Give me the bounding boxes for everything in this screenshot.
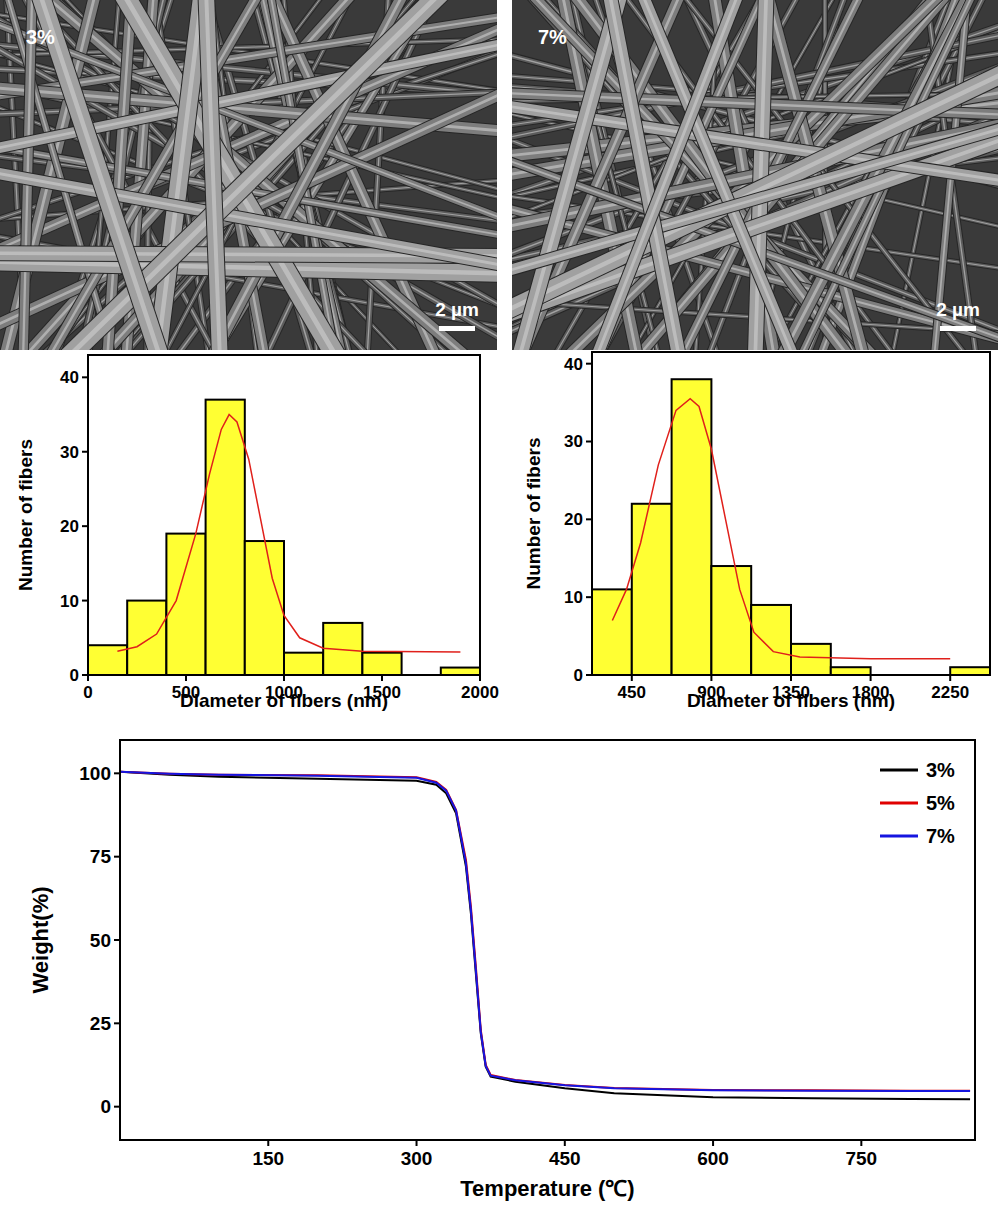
fibre-highlight bbox=[591, 0, 743, 350]
fibre-edge bbox=[516, 0, 624, 350]
histogram-bar bbox=[592, 589, 632, 675]
y-tick-label: 40 bbox=[564, 355, 583, 374]
fibre-highlight bbox=[512, 124, 998, 276]
fibre-highlight bbox=[55, 0, 454, 350]
fibre-edge bbox=[512, 124, 998, 276]
fibre bbox=[591, 0, 743, 350]
scale-bar bbox=[940, 326, 976, 331]
y-tick-label: 100 bbox=[79, 763, 111, 784]
fibre-highlight bbox=[206, 0, 221, 350]
y-tick-label: 20 bbox=[564, 510, 583, 529]
fit-curve bbox=[117, 415, 460, 652]
histogram-bar bbox=[711, 566, 751, 675]
fibre-edge bbox=[35, 0, 164, 350]
x-tick-label: 300 bbox=[401, 1148, 433, 1169]
plot-frame bbox=[120, 740, 975, 1140]
x-tick-label: 2000 bbox=[461, 683, 499, 702]
legend-swatch bbox=[880, 835, 918, 838]
x-axis-title: Temperature (℃) bbox=[460, 1176, 634, 1201]
plot-area bbox=[120, 772, 970, 1100]
plot-area bbox=[88, 400, 480, 675]
tga-curve bbox=[120, 772, 970, 1091]
y-tick-label: 0 bbox=[70, 666, 79, 685]
scale-bar-label: 2 µm bbox=[936, 299, 980, 320]
histogram-bar bbox=[791, 644, 831, 675]
legend-label: 5% bbox=[926, 792, 955, 814]
legend-swatch bbox=[880, 802, 918, 805]
histogram-bar bbox=[950, 667, 990, 675]
fibre-edge bbox=[55, 0, 454, 350]
plot-area bbox=[592, 379, 990, 675]
y-tick-label: 25 bbox=[90, 1013, 112, 1034]
tga-curve bbox=[120, 772, 970, 1100]
histogram-bar bbox=[284, 653, 323, 675]
fibre-highlight bbox=[156, 0, 204, 350]
fibre bbox=[206, 0, 221, 350]
sem-image bbox=[0, 0, 497, 350]
y-tick-label: 30 bbox=[564, 432, 583, 451]
histogram-bar bbox=[672, 379, 712, 675]
y-axis-title: Number of fibers bbox=[523, 437, 544, 589]
tga-curve bbox=[120, 772, 970, 1091]
y-tick-label: 75 bbox=[90, 846, 112, 867]
y-tick-label: 10 bbox=[60, 592, 79, 611]
fibre-edge bbox=[512, 134, 998, 320]
histogram-bar bbox=[127, 601, 166, 675]
x-tick-label: 150 bbox=[252, 1148, 284, 1169]
x-tick-label: 450 bbox=[618, 683, 646, 702]
y-tick-label: 40 bbox=[60, 368, 79, 387]
y-tick-label: 30 bbox=[60, 443, 79, 462]
histogram-bar bbox=[751, 605, 791, 675]
image-label: 3% bbox=[26, 26, 55, 48]
fibre-highlight bbox=[35, 0, 164, 350]
figure: 3%2 µm7%2 µm0500100015002000010203040Dia… bbox=[0, 0, 1000, 1215]
x-tick-label: 2250 bbox=[931, 683, 969, 702]
plot-frame bbox=[592, 352, 990, 675]
histogram-bar bbox=[632, 504, 672, 675]
histogram-bar bbox=[831, 667, 871, 675]
histogram-bar bbox=[362, 653, 401, 675]
fibre-edge bbox=[206, 0, 221, 350]
fibre bbox=[156, 0, 204, 350]
histogram-bar bbox=[441, 668, 480, 675]
fibre bbox=[35, 0, 164, 350]
x-tick-label: 450 bbox=[549, 1148, 581, 1169]
fibre bbox=[516, 0, 624, 350]
x-tick-label: 750 bbox=[845, 1148, 877, 1169]
fibre-highlight bbox=[516, 0, 624, 350]
y-tick-label: 20 bbox=[60, 517, 79, 536]
y-axis-title: Number of fibers bbox=[15, 439, 36, 591]
fibre-edge bbox=[591, 0, 743, 350]
fibre-highlight bbox=[512, 134, 998, 320]
fibre bbox=[512, 124, 998, 276]
legend-label: 3% bbox=[926, 759, 955, 781]
fibre bbox=[55, 0, 454, 350]
x-tick-label: 0 bbox=[83, 683, 92, 702]
fibre bbox=[512, 134, 998, 320]
x-axis-title: Diameter of fibers (nm) bbox=[687, 690, 895, 711]
legend-swatch bbox=[880, 769, 918, 772]
x-tick-label: 600 bbox=[697, 1148, 729, 1169]
scale-bar-label: 2 µm bbox=[435, 299, 479, 320]
fibre-edge bbox=[156, 0, 204, 350]
x-axis-title: Diameter of fibers (nm) bbox=[180, 690, 388, 711]
y-tick-label: 0 bbox=[100, 1096, 111, 1117]
legend-label: 7% bbox=[926, 825, 955, 847]
plot-frame bbox=[88, 355, 480, 675]
sem-image bbox=[512, 0, 998, 350]
image-label: 7% bbox=[538, 26, 567, 48]
histogram-bar bbox=[166, 534, 205, 675]
y-tick-label: 50 bbox=[90, 930, 111, 951]
scale-bar bbox=[439, 326, 475, 331]
histogram-bar bbox=[245, 541, 284, 675]
histogram-bar bbox=[206, 400, 245, 675]
y-tick-label: 10 bbox=[564, 588, 583, 607]
y-axis-title: Weight(%) bbox=[28, 886, 53, 993]
y-tick-label: 0 bbox=[574, 666, 583, 685]
fit-curve bbox=[612, 399, 950, 659]
